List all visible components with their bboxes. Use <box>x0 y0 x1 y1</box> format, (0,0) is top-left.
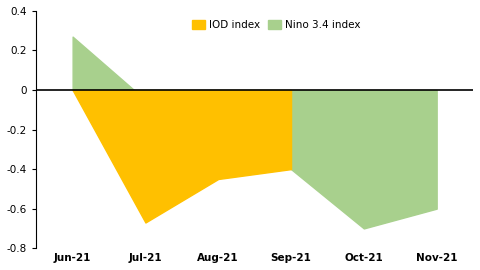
Legend: IOD index, Nino 3.4 index: IOD index, Nino 3.4 index <box>188 16 365 35</box>
